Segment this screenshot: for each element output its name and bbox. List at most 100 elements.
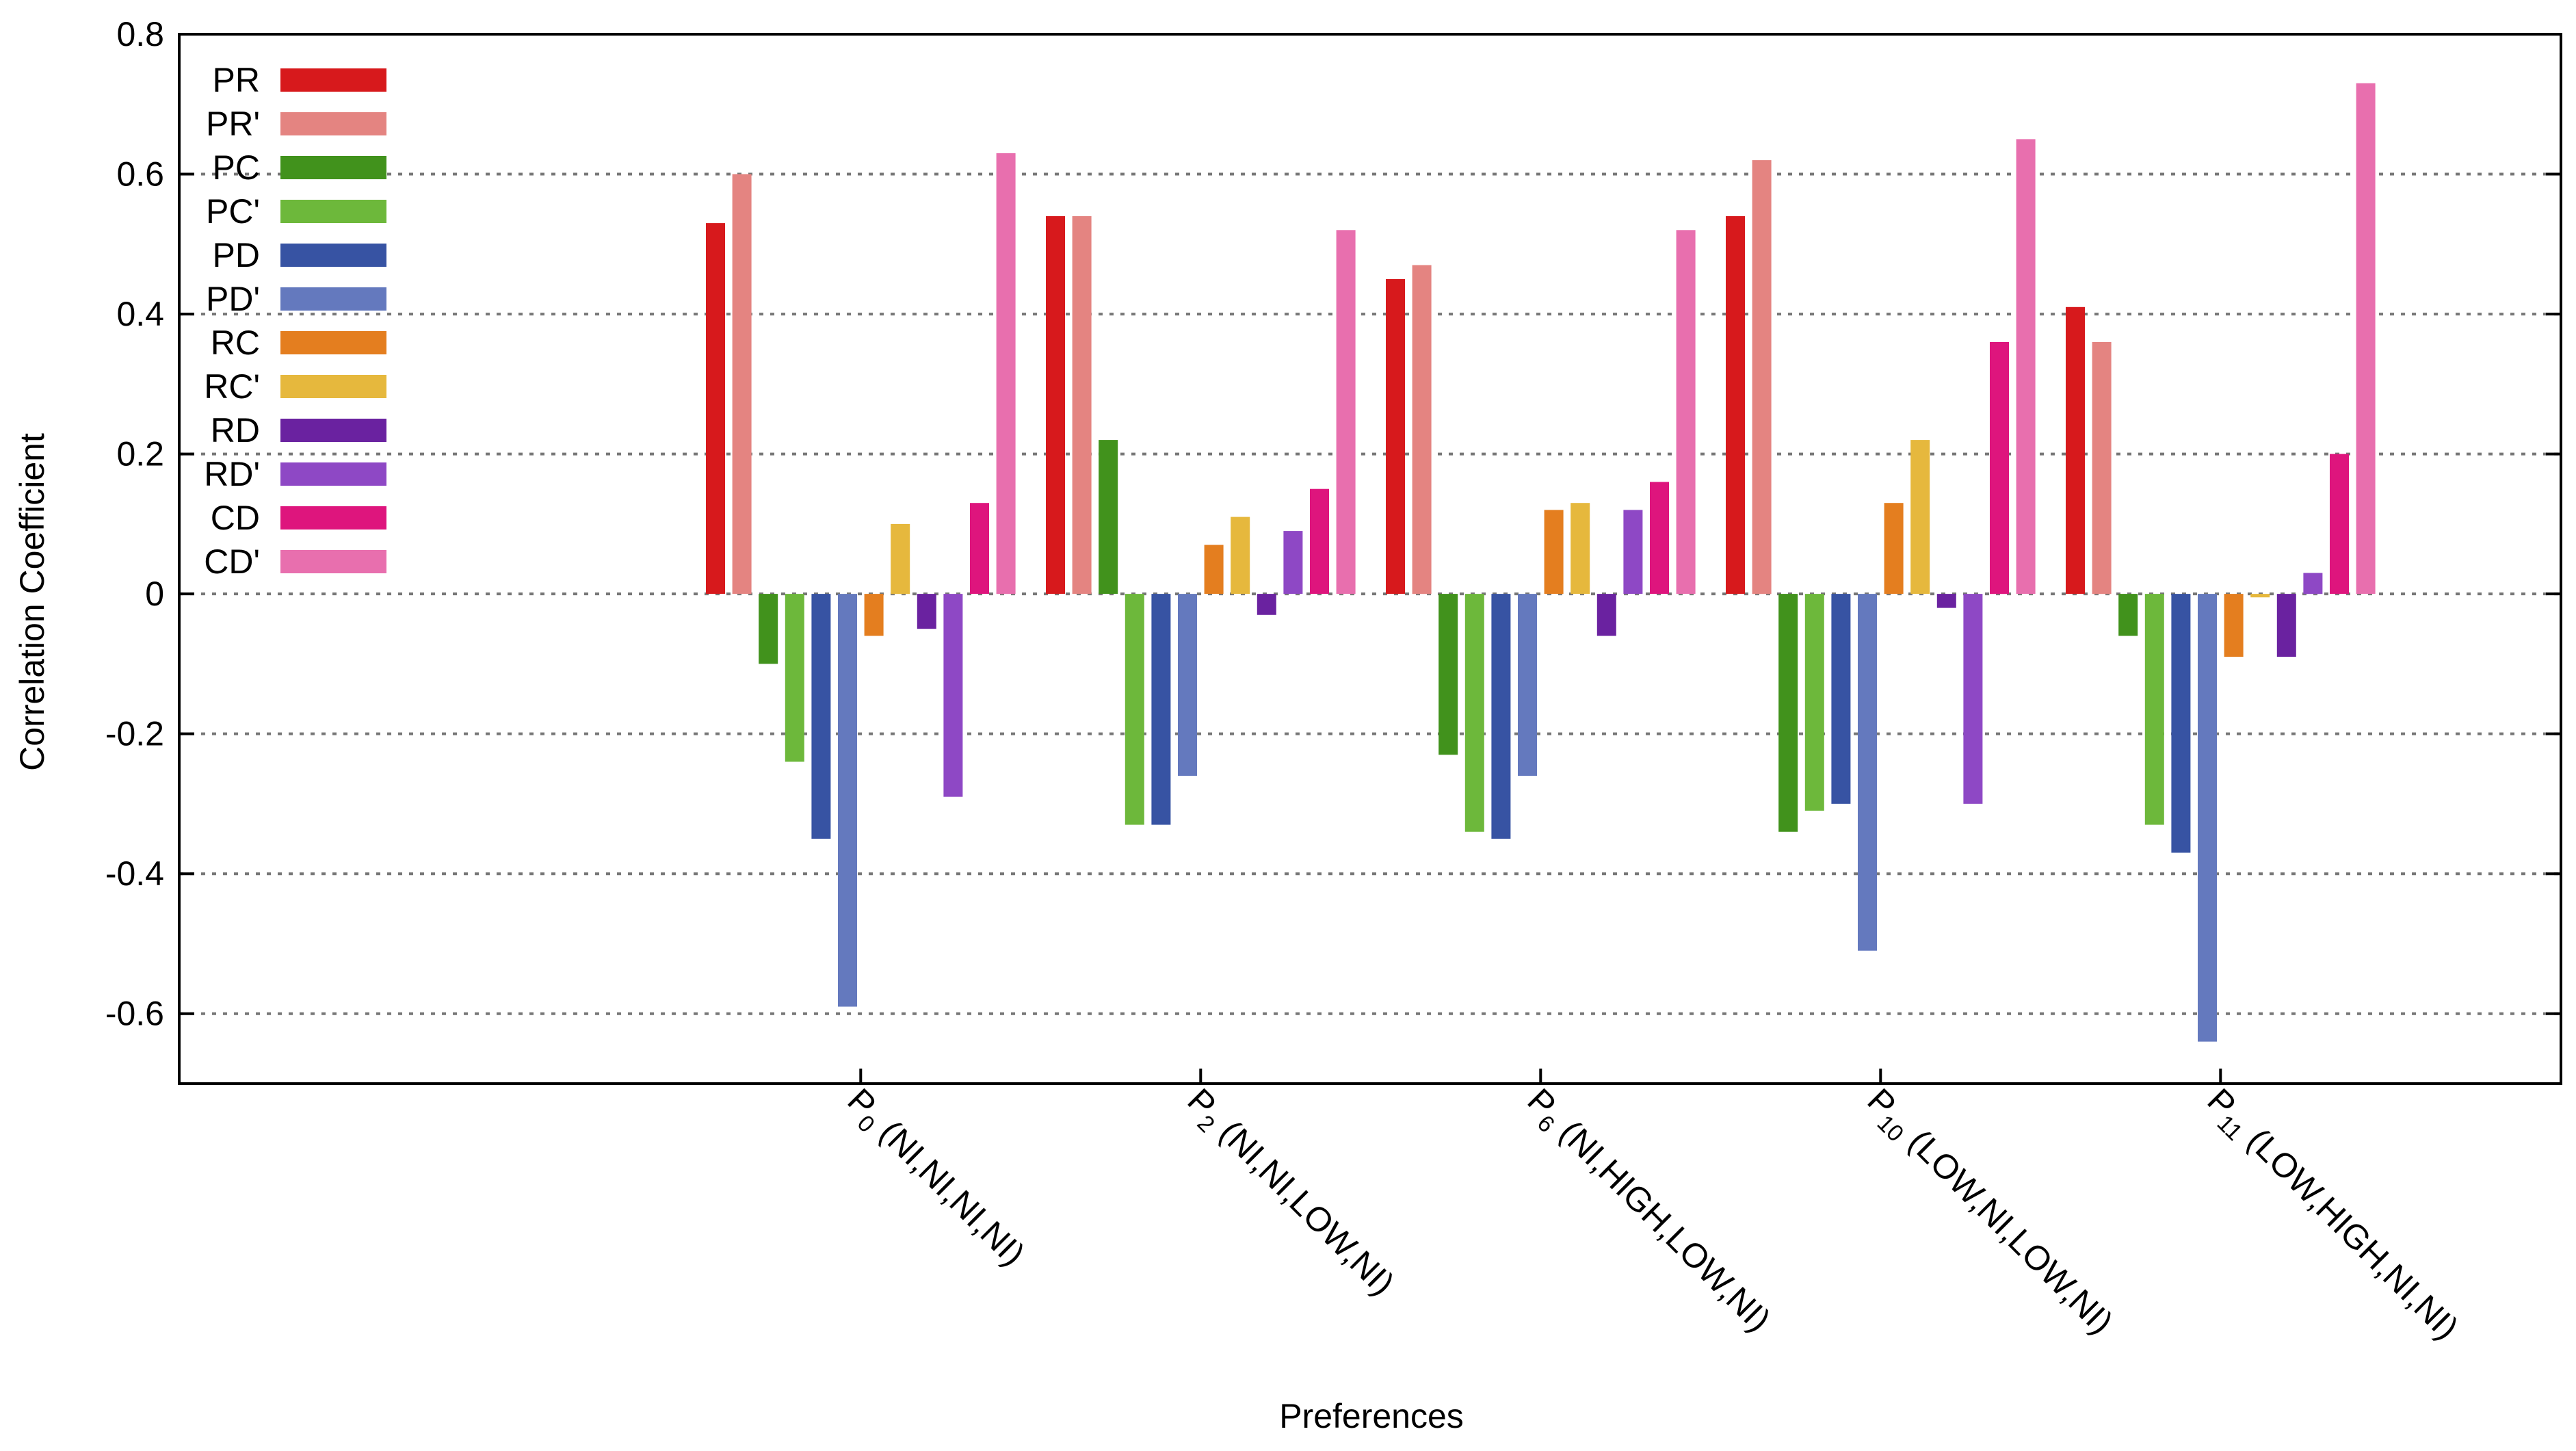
legend-label: RD — [211, 411, 260, 449]
legend-label: RD' — [204, 455, 260, 493]
bar-pr-prime-3 — [1752, 160, 1772, 594]
bar-pr-1 — [1046, 215, 1065, 594]
bar-pc-3 — [1778, 594, 1798, 832]
bar-pc-prime-4 — [2144, 594, 2164, 825]
legend-label: PR — [213, 61, 260, 99]
legend-label: CD — [211, 499, 260, 537]
x-axis-title: Preferences — [1279, 1397, 1464, 1435]
axes — [178, 33, 2562, 1085]
legend-swatch — [280, 287, 386, 311]
bar-pc-0 — [759, 594, 778, 664]
bar-pd-prime-3 — [1858, 594, 1877, 951]
legend-label: PC — [213, 148, 260, 187]
y-tick-label: -0.6 — [105, 995, 164, 1033]
bar-cd-prime-3 — [2016, 139, 2036, 594]
bar-rd-0 — [917, 594, 936, 629]
bar-pd-prime-2 — [1518, 594, 1537, 776]
legend: PR PR' PC PC' PD PD' RC RC' RD RD' CD CD' — [204, 61, 386, 581]
bar-rd-2 — [1596, 594, 1616, 636]
bar-cd-4 — [2330, 454, 2349, 594]
bar-rd-3 — [1936, 594, 1956, 608]
legend-label: PC' — [206, 192, 260, 231]
bar-pr-prime-0 — [732, 174, 752, 594]
bar-rc-1 — [1204, 545, 1224, 594]
bar-pc-prime-2 — [1464, 594, 1484, 832]
bar-pc-2 — [1438, 594, 1458, 755]
bar-cd-prime-0 — [996, 153, 1016, 594]
bar-pd-4 — [2171, 594, 2191, 853]
y-tick-label: 0 — [145, 575, 164, 613]
legend-label: PD' — [206, 280, 260, 318]
bar-pd-prime-1 — [1178, 594, 1197, 776]
bar-pd-3 — [1831, 594, 1851, 804]
bar-rd-4 — [2276, 594, 2296, 657]
x-tick-label: P2 (NI,NI,LOW,NI) — [1176, 1081, 1402, 1307]
bar-pd-0 — [811, 594, 831, 839]
bar-pd-prime-0 — [838, 594, 857, 1007]
bar-cd-3 — [1990, 342, 2009, 594]
bar-pr-3 — [1726, 215, 1745, 594]
bar-pc-prime-1 — [1125, 594, 1144, 825]
bar-cd-2 — [1650, 482, 1669, 594]
bar-rc-prime-4 — [2250, 594, 2270, 598]
bar-rc-0 — [864, 594, 884, 636]
legend-swatch — [280, 375, 386, 398]
y-tick-label: -0.4 — [105, 854, 164, 893]
bar-pr-4 — [2066, 306, 2085, 594]
legend-swatch — [280, 244, 386, 267]
legend-label: CD' — [204, 543, 260, 581]
bar-pd-1 — [1151, 594, 1171, 825]
bar-pr-prime-2 — [1412, 265, 1432, 594]
y-tick-label: 0.4 — [116, 295, 164, 333]
x-axis-ticks: P0 (NI,NI,NI,NI) P2 (NI,NI,LOW,NI) P6 (NI,… — [836, 1069, 2466, 1351]
x-tick-label: P6 (NI,HIGH,LOW,NI) — [1516, 1081, 1778, 1343]
legend-swatch — [280, 506, 386, 530]
x-tick-label: P0 (NI,NI,NI,NI) — [836, 1081, 1032, 1277]
bar-pc-4 — [2118, 594, 2138, 636]
legend-swatch — [280, 550, 386, 573]
bar-cd-0 — [970, 503, 989, 594]
x-tick-label: P11 (LOW,HIGH,NI,NI) — [2196, 1081, 2466, 1351]
plot-frame — [178, 33, 2562, 1085]
bar-rc-prime-2 — [1570, 503, 1590, 594]
bar-pr-prime-4 — [2092, 342, 2112, 594]
bar-rd-prime-3 — [1963, 594, 1983, 804]
x-tick-label: P10 (LOW,NI,LOW,NI) — [1856, 1081, 2120, 1346]
bar-rc-prime-3 — [1910, 440, 1930, 594]
bar-pc-prime-3 — [1804, 594, 1824, 811]
legend-swatch — [280, 156, 386, 179]
bar-pr-0 — [706, 223, 725, 594]
bar-rd-prime-1 — [1283, 531, 1303, 594]
legend-swatch — [280, 462, 386, 486]
bars — [706, 83, 2376, 1042]
bar-rc-prime-1 — [1231, 517, 1250, 594]
legend-label: PD — [213, 236, 260, 274]
y-tick-label: 0.6 — [116, 155, 164, 194]
bar-rc-prime-0 — [891, 523, 910, 594]
y-tick-label: 0.8 — [116, 15, 164, 53]
bar-pd-prime-4 — [2198, 594, 2217, 1042]
bar-pc-1 — [1099, 440, 1118, 594]
bar-cd-prime-1 — [1336, 230, 1356, 594]
legend-label: RC' — [204, 367, 260, 406]
bar-rd-prime-4 — [2303, 573, 2323, 594]
legend-swatch — [280, 419, 386, 442]
y-tick-label: -0.2 — [105, 715, 164, 753]
bar-rd-prime-2 — [1623, 510, 1643, 594]
legend-swatch — [280, 68, 386, 92]
bar-pc-prime-0 — [785, 594, 804, 762]
bar-pd-2 — [1491, 594, 1511, 839]
legend-swatch — [280, 200, 386, 223]
y-axis-title: Correlation Coefficient — [13, 433, 51, 771]
bar-cd-prime-4 — [2356, 83, 2376, 594]
bar-cd-1 — [1310, 488, 1329, 594]
bar-rd-prime-0 — [943, 594, 963, 797]
y-axis-ticks: -0.6 -0.4 -0.2 0 0.2 0.4 0.6 0.8 — [105, 15, 2561, 1033]
bar-rc-3 — [1884, 503, 1904, 594]
bar-cd-prime-2 — [1676, 230, 1696, 594]
legend-swatch — [280, 112, 386, 135]
legend-label: PR' — [206, 105, 260, 143]
legend-swatch — [280, 331, 386, 354]
bar-rc-2 — [1544, 510, 1564, 594]
